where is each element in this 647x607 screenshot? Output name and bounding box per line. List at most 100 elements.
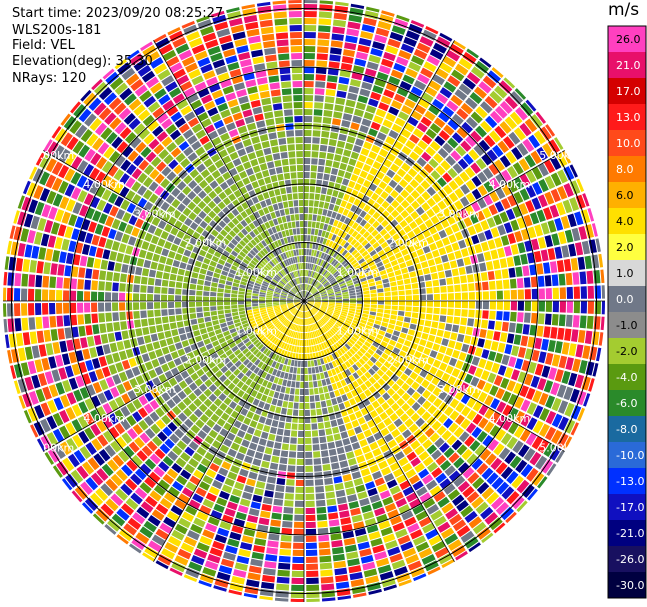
velocity-gate — [237, 268, 245, 274]
velocity-gate — [83, 178, 94, 192]
velocity-gate — [256, 226, 263, 234]
velocity-gate — [331, 258, 337, 266]
velocity-gate — [285, 365, 291, 373]
velocity-gate — [425, 280, 433, 288]
velocity-gate — [530, 375, 540, 389]
velocity-gate — [324, 282, 330, 288]
velocity-gate — [273, 498, 284, 506]
velocity-gate — [106, 271, 114, 281]
velocity-gate — [328, 248, 334, 255]
velocity-gate — [529, 324, 537, 336]
velocity-gate — [208, 83, 221, 93]
velocity-gate — [174, 135, 186, 146]
velocity-gate — [375, 348, 383, 356]
velocity-gate — [405, 306, 412, 312]
velocity-gate — [198, 359, 207, 368]
velocity-gate — [234, 349, 242, 356]
velocity-gate — [296, 303, 302, 308]
velocity-gate — [330, 533, 342, 541]
velocity-gate — [370, 91, 382, 101]
velocity-gate — [220, 365, 229, 374]
velocity-gate — [379, 125, 390, 135]
velocity-gate — [523, 448, 536, 462]
velocity-gate — [397, 111, 410, 121]
velocity-gate — [304, 130, 312, 137]
velocity-gate — [449, 410, 460, 421]
velocity-gate — [114, 409, 125, 421]
velocity-gate — [208, 210, 217, 219]
velocity-gate — [398, 305, 405, 311]
velocity-gate — [302, 311, 304, 318]
velocity-gate — [212, 340, 220, 347]
velocity-gate — [236, 205, 244, 213]
velocity-gate — [414, 173, 424, 184]
velocity-gate — [287, 258, 292, 265]
velocity-gate — [283, 372, 289, 380]
velocity-gate — [426, 301, 433, 307]
velocity-gate — [29, 166, 38, 180]
velocity-gate — [113, 169, 125, 181]
velocity-gate — [247, 395, 255, 404]
velocity-gate — [514, 410, 525, 424]
velocity-gate — [257, 322, 265, 327]
velocity-gate — [247, 331, 254, 337]
velocity-gate — [314, 88, 325, 95]
velocity-gate — [550, 382, 560, 396]
velocity-gate — [77, 314, 85, 325]
velocity-gate — [491, 67, 504, 78]
velocity-gate — [335, 97, 346, 106]
velocity-gate — [383, 313, 390, 319]
velocity-gate — [296, 458, 304, 465]
velocity-gate — [65, 422, 77, 436]
velocity-gate — [264, 230, 270, 237]
velocity-gate — [64, 183, 75, 197]
velocity-gate — [332, 546, 344, 555]
velocity-gate — [304, 304, 306, 311]
velocity-gate — [122, 212, 132, 223]
velocity-gate — [149, 325, 157, 334]
velocity-gate — [73, 338, 81, 350]
velocity-gate — [361, 344, 369, 351]
velocity-gate — [378, 148, 389, 158]
velocity-gate — [204, 100, 216, 111]
velocity-gate — [316, 284, 322, 289]
velocity-gate — [177, 548, 192, 560]
velocity-gate — [202, 32, 217, 43]
velocity-gate — [510, 369, 520, 381]
velocity-gate — [407, 245, 416, 253]
velocity-gate — [314, 304, 320, 308]
velocity-gate — [291, 308, 297, 314]
velocity-gate — [489, 191, 500, 203]
velocity-gate — [302, 339, 304, 346]
velocity-gate — [292, 271, 297, 278]
velocity-gate — [114, 195, 124, 208]
velocity-gate — [205, 492, 217, 502]
velocity-gate — [301, 291, 304, 298]
velocity-gate — [347, 211, 354, 219]
velocity-gate — [432, 343, 441, 352]
velocity-gate — [481, 467, 494, 480]
velocity-gate — [287, 303, 294, 306]
velocity-gate — [280, 342, 286, 349]
velocity-gate — [88, 97, 102, 111]
velocity-gate — [443, 383, 453, 393]
velocity-gate — [245, 309, 253, 314]
velocity-gate — [306, 304, 310, 310]
velocity-gate — [315, 250, 320, 258]
velocity-gate — [373, 115, 384, 125]
velocity-gate — [177, 401, 187, 411]
velocity-gate — [42, 275, 50, 288]
velocity-gate — [415, 417, 425, 428]
velocity-gate — [289, 315, 294, 321]
velocity-gate — [102, 68, 115, 80]
velocity-gate — [140, 285, 147, 293]
velocity-gate — [139, 432, 151, 444]
velocity-gate — [377, 387, 386, 396]
velocity-gate — [312, 256, 316, 264]
velocity-gate — [227, 471, 238, 481]
velocity-gate — [454, 390, 465, 401]
velocity-gate — [318, 534, 330, 542]
velocity-gate — [108, 97, 122, 111]
velocity-gate — [304, 53, 315, 60]
velocity-gate — [178, 327, 186, 335]
